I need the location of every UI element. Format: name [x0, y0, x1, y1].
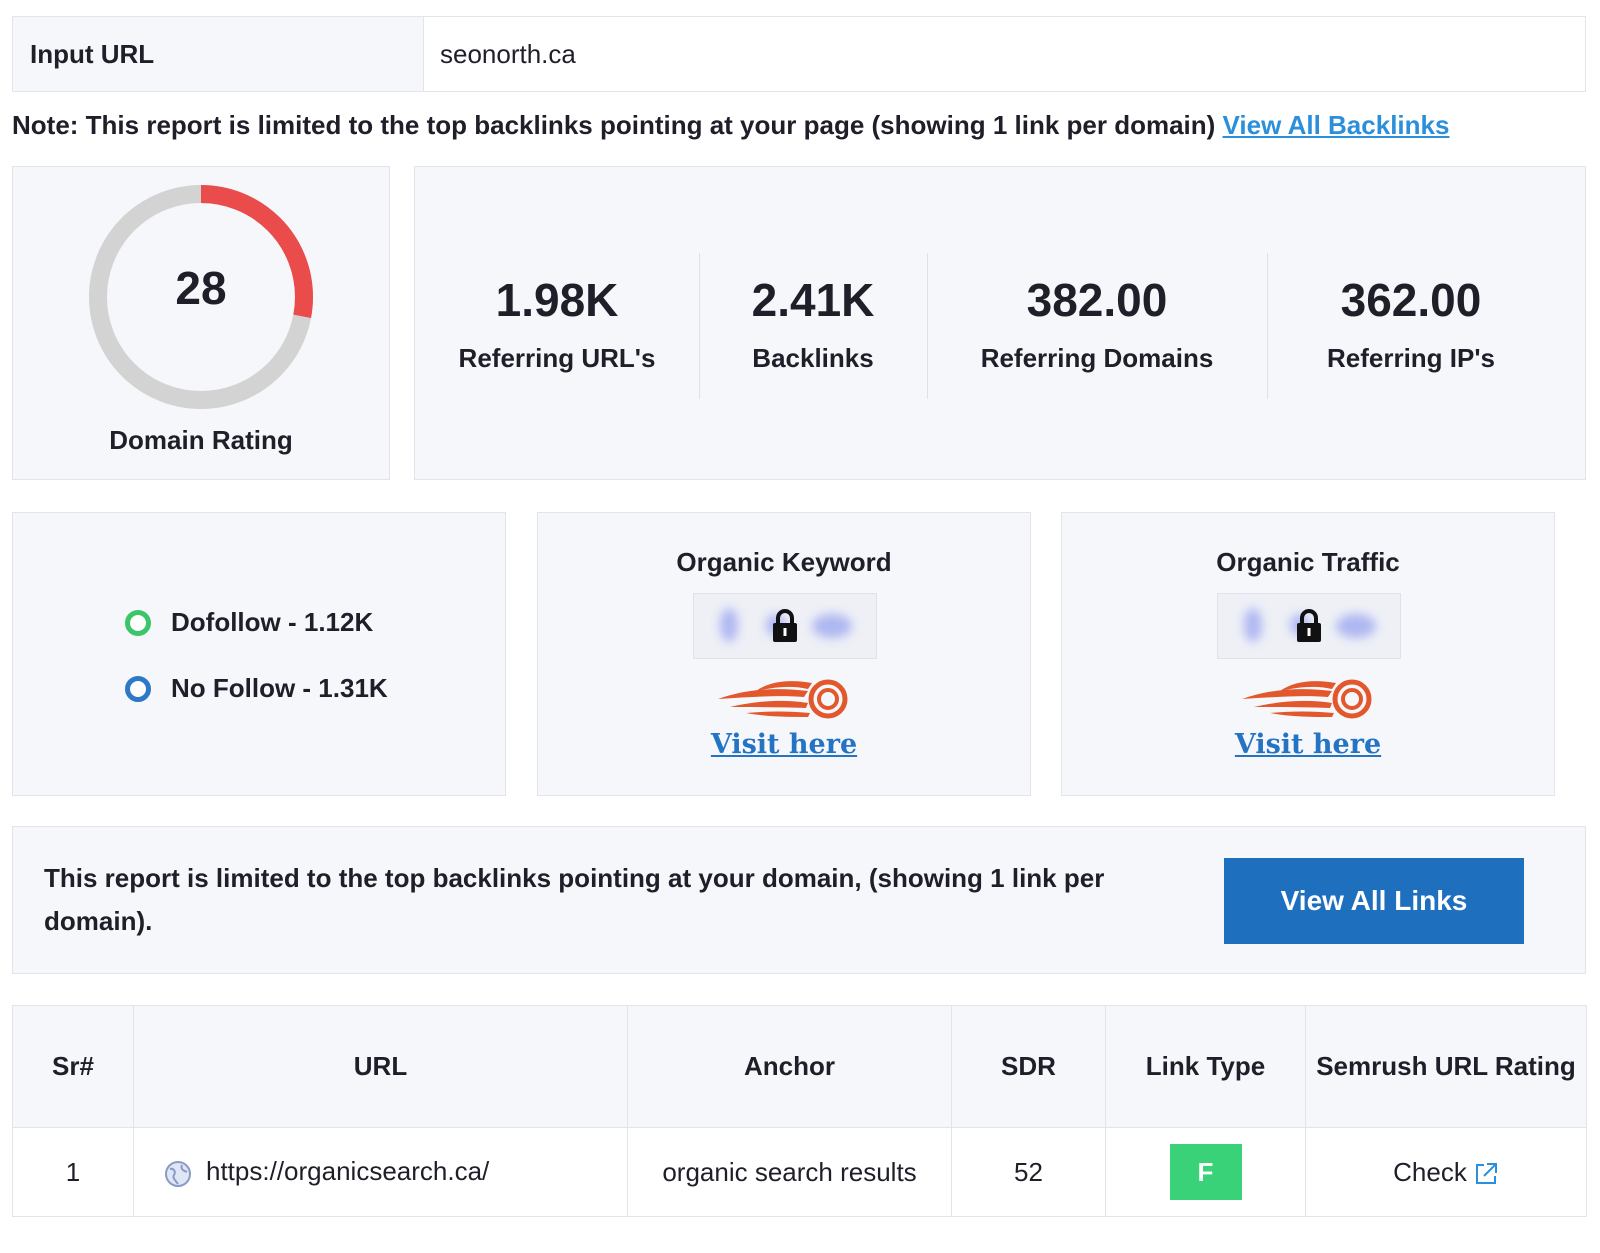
cell-sdr: 52: [951, 1127, 1106, 1217]
semrush-logo: [718, 679, 848, 719]
stat-divider: [1267, 253, 1268, 399]
limit-banner-text: This report is limited to the top backli…: [44, 863, 1105, 936]
view-all-backlinks-link[interactable]: View All Backlinks: [1222, 110, 1450, 140]
stat-divider: [699, 253, 700, 399]
lock-icon: [1297, 609, 1321, 642]
organic-traffic-title: Organic Traffic: [1216, 547, 1400, 577]
stat-label: Referring URL's: [458, 343, 656, 373]
limit-banner: This report is limited to the top backli…: [12, 826, 1586, 974]
stat-backlinks: 2.41K Backlinks: [699, 167, 927, 479]
table-row: 1 https://organicsearch.ca/ organic sear…: [12, 1127, 1587, 1217]
stat-divider: [927, 253, 928, 399]
report-note-text: Note: This report is limited to the top …: [12, 110, 1216, 140]
globe-icon: [165, 1160, 191, 1187]
backlinks-table: Sr# URL Anchor SDR Link Type Semrush URL…: [12, 1005, 1587, 1217]
column-header-url: URL: [133, 1005, 628, 1128]
input-url-label: Input URL: [13, 17, 424, 91]
semrush-logo: [1242, 679, 1372, 719]
stat-label: Backlinks: [752, 343, 874, 373]
organic-keyword-locked-value: [693, 593, 877, 659]
cell-anchor: organic search results: [627, 1127, 952, 1217]
cell-semrush-rating: Check: [1305, 1127, 1587, 1217]
stat-value: 2.41K: [751, 274, 875, 326]
check-rating-label: Check: [1393, 1156, 1467, 1187]
column-header-sr: Sr#: [12, 1005, 134, 1128]
stat-referring-ips: 362.00 Referring IP's: [1267, 167, 1555, 479]
column-header-link-type: Link Type: [1105, 1005, 1306, 1128]
column-header-sdr: SDR: [951, 1005, 1106, 1128]
column-header-semrush-rating: Semrush URL Rating: [1305, 1005, 1587, 1128]
backlink-url-link[interactable]: https://organicsearch.ca/: [206, 1156, 490, 1187]
organic-traffic-visit-link[interactable]: Visit here: [1234, 729, 1382, 760]
check-rating-link[interactable]: Check: [1393, 1157, 1499, 1187]
stat-label: Referring IP's: [1326, 343, 1495, 373]
input-url-row: Input URL seonorth.ca: [12, 16, 1586, 92]
stat-referring-urls: 1.98K Referring URL's: [415, 167, 699, 479]
organic-keyword-card: Organic Keyword Visit here: [537, 512, 1031, 796]
cell-sr: 1: [12, 1127, 134, 1217]
table-header-row: Sr# URL Anchor SDR Link Type Semrush URL…: [12, 1005, 1587, 1128]
domain-rating-gauge: [89, 185, 313, 409]
cell-url: https://organicsearch.ca/: [133, 1127, 628, 1217]
organic-keyword-title: Organic Keyword: [676, 547, 892, 577]
input-url-value: seonorth.ca: [440, 38, 576, 69]
dofollow-ring-icon: [125, 609, 151, 636]
dofollow-text: Dofollow - 1.12K: [171, 607, 374, 637]
organic-traffic-card: Organic Traffic Visit here: [1061, 512, 1555, 796]
dofollow-item: Dofollow - 1.12K: [125, 607, 373, 638]
domain-rating-label: Domain Rating: [109, 425, 293, 455]
stat-label: Referring Domains: [980, 343, 1214, 373]
stat-value: 362.00: [1340, 274, 1482, 326]
nofollow-text: No Follow - 1.31K: [171, 673, 388, 703]
organic-traffic-locked-value: [1217, 593, 1401, 659]
gauge-arc: [89, 185, 313, 409]
link-follow-card: Dofollow - 1.12K No Follow - 1.31K: [12, 512, 506, 796]
view-all-links-button[interactable]: View All Links: [1224, 858, 1524, 944]
domain-rating-card: 28 Domain Rating: [12, 166, 390, 480]
external-link-icon: [1475, 1162, 1497, 1184]
nofollow-item: No Follow - 1.31K: [125, 673, 388, 704]
nofollow-ring-icon: [125, 675, 151, 702]
domain-rating-value: 28: [175, 262, 227, 314]
report-note: Note: This report is limited to the top …: [12, 110, 1449, 141]
stat-referring-domains: 382.00 Referring Domains: [927, 167, 1267, 479]
stat-value: 1.98K: [495, 274, 619, 326]
lock-icon: [773, 609, 797, 642]
organic-keyword-visit-link[interactable]: Visit here: [710, 729, 858, 760]
follow-badge: F: [1169, 1144, 1242, 1200]
stat-value: 382.00: [1026, 274, 1168, 326]
backlink-stats-card: 1.98K Referring URL's 2.41K Backlinks 38…: [414, 166, 1586, 480]
cell-link-type: F: [1105, 1127, 1306, 1217]
column-header-anchor: Anchor: [627, 1005, 952, 1128]
